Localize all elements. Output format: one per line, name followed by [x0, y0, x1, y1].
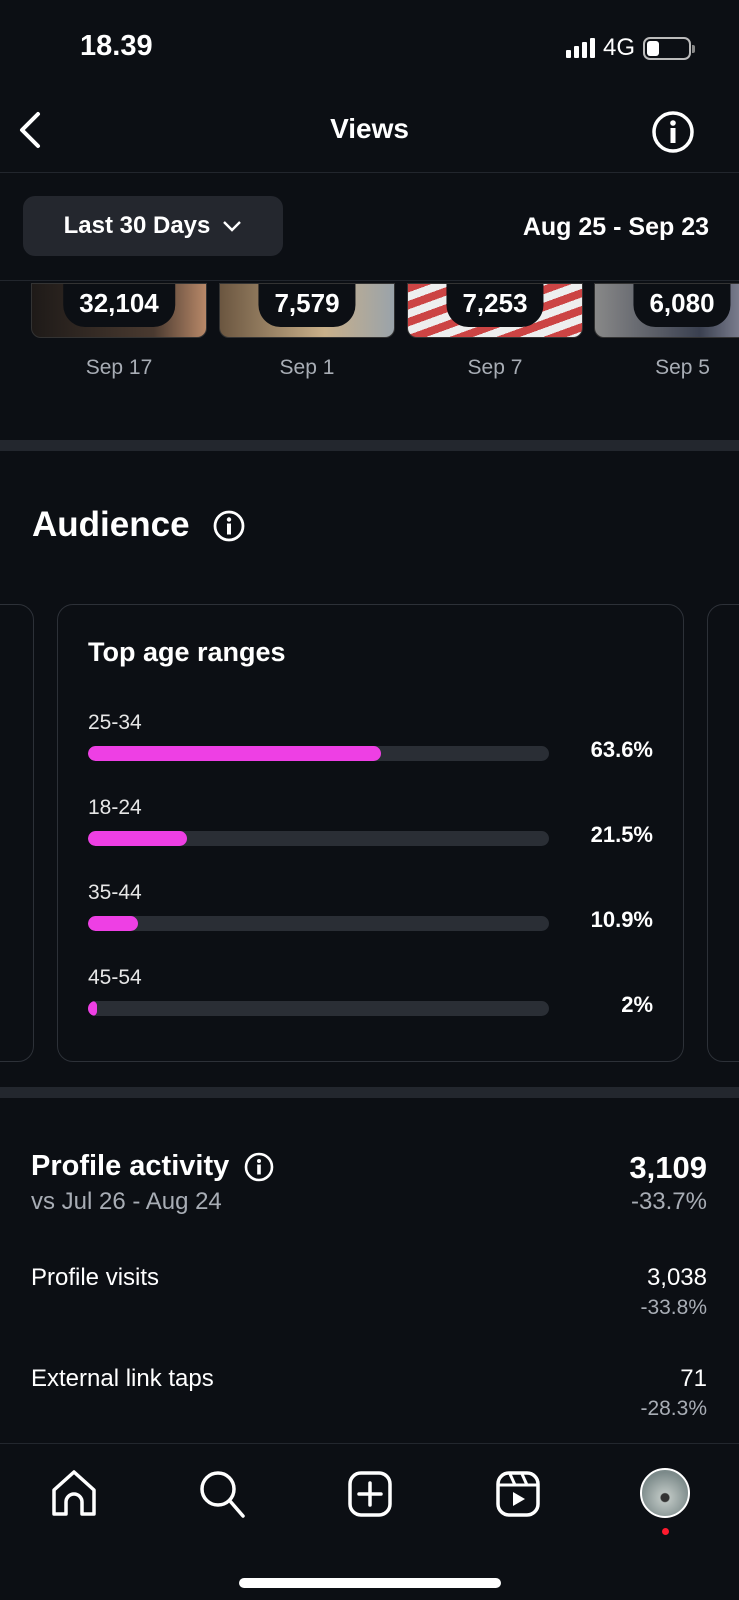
content-date: Sep 1 — [279, 356, 335, 379]
age-percent: 2% — [621, 992, 653, 1017]
age-percent: 10.9% — [590, 907, 653, 932]
chevron-down-icon — [223, 221, 242, 232]
section-divider — [0, 1087, 739, 1098]
status-indicators: 4G — [565, 34, 695, 62]
views-count: 7,253 — [446, 284, 544, 327]
nav-create[interactable] — [344, 1468, 396, 1520]
age-bar-fill — [88, 1001, 98, 1016]
age-percent: 63.6% — [590, 737, 653, 762]
external-link-taps-value: 71 — [680, 1365, 707, 1392]
profile-activity-title: Profile activity — [31, 1150, 230, 1182]
period-dropdown[interactable]: Last 30 Days — [23, 196, 283, 256]
nav-home[interactable] — [48, 1468, 100, 1520]
previous-card[interactable] — [0, 604, 34, 1062]
profile-visits-value: 3,038 — [646, 1264, 707, 1291]
header-divider — [0, 172, 739, 173]
age-label: 18-24 — [88, 796, 142, 819]
age-bar — [88, 746, 549, 761]
status-time: 18.39 — [80, 30, 153, 62]
age-label: 35-44 — [88, 881, 142, 904]
nav-reels[interactable] — [492, 1468, 544, 1520]
audience-info-button[interactable] — [212, 509, 246, 548]
age-bar — [88, 831, 549, 846]
profile-avatar — [640, 1468, 690, 1518]
views-count: 6,080 — [633, 284, 731, 327]
network-label: 4G — [602, 34, 635, 61]
age-bar — [88, 1001, 549, 1016]
age-bar-fill — [88, 916, 139, 931]
profile-activity-total: 3,109 — [629, 1150, 707, 1185]
home-icon — [52, 1470, 96, 1516]
nav-profile[interactable] — [640, 1468, 692, 1535]
comparison-period: vs Jul 26 - Aug 24 — [31, 1188, 222, 1215]
chevron-left-icon — [20, 112, 40, 148]
create-icon — [348, 1471, 392, 1517]
profile-visits-change: -33.8% — [640, 1296, 707, 1319]
age-ranges-card: Top age ranges 25-34 63.6% 18-24 21.5% 3… — [57, 604, 684, 1062]
info-icon — [652, 111, 694, 153]
age-bar-fill — [88, 746, 382, 761]
content-date: Sep 17 — [85, 356, 153, 379]
next-card[interactable] — [707, 604, 739, 1062]
external-link-taps-label: External link taps — [31, 1365, 214, 1392]
profile-activity-change: -33.7% — [630, 1188, 707, 1215]
info-icon[interactable] — [243, 1151, 275, 1183]
age-label: 25-34 — [88, 711, 142, 734]
home-indicator — [239, 1578, 501, 1588]
age-bar-fill — [88, 831, 188, 846]
section-divider — [0, 440, 739, 451]
profile-activity-header: Profile activity — [31, 1150, 275, 1183]
age-percent: 21.5% — [590, 822, 653, 847]
info-button[interactable] — [651, 110, 695, 159]
age-bar — [88, 916, 549, 931]
audience-title: Audience — [32, 505, 190, 544]
content-thumbnail[interactable]: 32,104 — [31, 283, 207, 338]
content-date: Sep 5 — [655, 356, 710, 379]
content-thumbnail[interactable]: 7,579 — [219, 283, 395, 338]
signal-icon — [565, 38, 595, 58]
card-title: Top age ranges — [88, 637, 286, 667]
filter-divider — [0, 280, 739, 281]
date-range: Aug 25 - Sep 23 — [522, 213, 709, 241]
content-date: Sep 7 — [467, 356, 523, 379]
period-label: Last 30 Days — [63, 212, 211, 239]
nav-search[interactable] — [197, 1468, 249, 1520]
profile-visits-label: Profile visits — [31, 1264, 160, 1291]
page-title: Views — [330, 113, 409, 144]
info-icon — [213, 510, 245, 542]
content-thumbnail[interactable]: 7,253 — [407, 283, 583, 338]
reels-icon — [496, 1471, 540, 1517]
bottom-nav — [0, 1443, 739, 1558]
age-label: 45-54 — [88, 966, 142, 989]
views-count: 7,579 — [258, 284, 356, 327]
search-icon — [200, 1471, 245, 1518]
external-link-taps-change: -28.3% — [640, 1397, 707, 1420]
views-count: 32,104 — [63, 284, 175, 327]
content-thumbnail[interactable]: 6,080 — [594, 283, 739, 338]
battery-icon — [643, 36, 695, 60]
notification-dot — [662, 1528, 669, 1535]
back-button[interactable] — [16, 110, 46, 155]
